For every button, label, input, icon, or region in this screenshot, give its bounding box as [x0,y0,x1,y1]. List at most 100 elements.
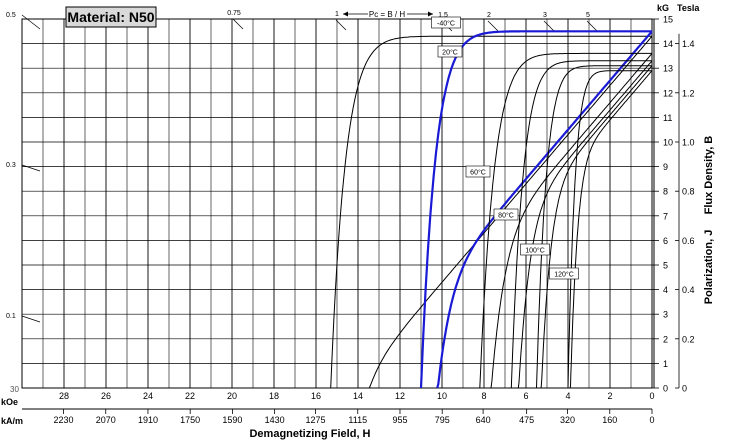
b-curve--40C [368,35,653,389]
left-scale-label: 0.3 [6,162,16,169]
koe-unit-label: kOe [1,397,18,407]
permeance-label: 3 [543,12,547,19]
koe-tick-label: 10 [437,391,447,401]
kg-unit-label: kG [657,3,669,13]
koe-tick-label: 8 [481,391,486,401]
kg-tick-label: 8 [663,187,668,197]
koe-tick-label: 26 [101,391,111,401]
series-label-box [493,208,519,221]
tesla-tick-label: 0.8 [682,187,695,197]
permeance-tick [586,20,598,32]
pc-arrowhead-right [428,11,433,17]
b-curve-60C [490,53,653,389]
series-label-box [465,165,491,178]
koe-tick-label: 16 [311,391,321,401]
pc-arrowhead-left [343,11,348,17]
kg-tick-label: 9 [663,162,668,172]
left-scale-label: 0.1 [6,313,16,320]
tesla-tick-label: 1.0 [682,138,695,148]
kg-tick-label: 0 [663,384,668,394]
koe-tick-label: 0 [649,391,654,401]
series-label-box [437,45,463,58]
tesla-tick-label: 0 [682,384,687,394]
series-label-box [549,267,579,280]
kam-tick-label: 320 [560,415,575,425]
b-curve-20C [436,30,653,389]
permeance-tick [487,20,499,32]
kg-tick-label: 12 [663,88,673,98]
kg-tick-label: 15 [663,15,673,25]
kam-tick-label: 1430 [265,415,285,425]
koe-tick-label: 18 [269,391,279,401]
demagnetization-curves: -40°C 20°C 60°C 80°C 100°C 120°C [330,16,653,389]
tesla-tick-label: 1.4 [682,39,695,49]
title-box: Material: N50 [65,6,157,28]
kg-tick-label: 7 [663,211,668,221]
kam-tick-label: 160 [602,415,617,425]
kg-tick-label: 10 [663,138,673,148]
kam-tick-label: 1590 [222,415,242,425]
pc-label: Pc = B / H [369,10,405,19]
koe-partial-tick-label: 30 [10,385,19,394]
y-axis-title: Polarization, J Flux Density, B [703,136,715,305]
left-scale-tick [21,164,41,172]
series-label: -40°C [437,20,455,28]
koe-tick-label: 12 [395,391,405,401]
kam-tick-label: 475 [519,415,534,425]
x-axis-title: Demagnetizing Field, H [249,428,370,440]
series-label-box [431,16,461,29]
kg-tick-label: 14 [663,39,673,49]
permeance-label: 5 [586,12,590,19]
permeance-label: 2 [487,12,491,19]
series-label: 120°C [554,271,574,279]
permeance-tick [335,19,347,31]
left-scale-tick [21,315,41,323]
kg-tick-label: 1 [663,359,668,369]
kg-tick-label: 11 [663,113,672,123]
b-curve-80C [517,60,653,389]
kam-unit-label: kA/m [1,416,23,426]
kam-tick-label: 795 [435,415,450,425]
koe-tick-label: 14 [353,391,363,401]
series-label: 20°C [442,49,458,57]
koe-tick-label: 20 [227,391,237,401]
tesla-unit-label: Tesla [677,3,700,13]
series-label-box [520,243,550,256]
j-curve-80C [510,60,652,389]
tesla-tick-label: 0.2 [682,334,695,344]
koe-tick-label: 2 [607,391,612,401]
kam-tick-label: 0 [649,415,654,425]
left-scale-tick [21,14,41,30]
permeance-label: 1.5 [438,12,448,19]
b-curve-120C [569,70,653,389]
kg-tick-label: 3 [663,310,668,320]
koe-tick-label: 6 [523,391,528,401]
series-label: 80°C [498,212,514,220]
series-label: 60°C [470,169,486,177]
koe-tick-label: 24 [143,391,153,401]
chart-grid [21,18,653,389]
kam-tick-label: 1115 [348,415,367,425]
j-curve-20C [419,30,652,389]
permeance-tick [543,20,555,32]
tesla-tick-label: 0.4 [682,285,695,295]
koe-tick-label: 28 [59,391,69,401]
permeance-label: 0.75 [227,10,241,17]
kg-tick-label: 2 [663,334,668,344]
koe-tick-label: 4 [565,391,570,401]
chart-title: Material: N50 [67,9,154,25]
kam-tick-label: 1275 [306,415,326,425]
tesla-tick-label: 1.2 [682,88,695,98]
j-curve--40C [330,35,652,389]
kam-tick-label: 1910 [138,415,158,425]
series-label: 100°C [525,247,545,255]
kam-tick-label: 640 [476,415,491,425]
b-curve-100C [540,65,653,389]
kg-tick-label: 13 [663,64,673,74]
kam-tick-label: 2070 [96,415,116,425]
j-curve-120C [567,70,652,389]
kg-tick-label: 5 [663,261,668,271]
permeance-tick [232,18,244,30]
